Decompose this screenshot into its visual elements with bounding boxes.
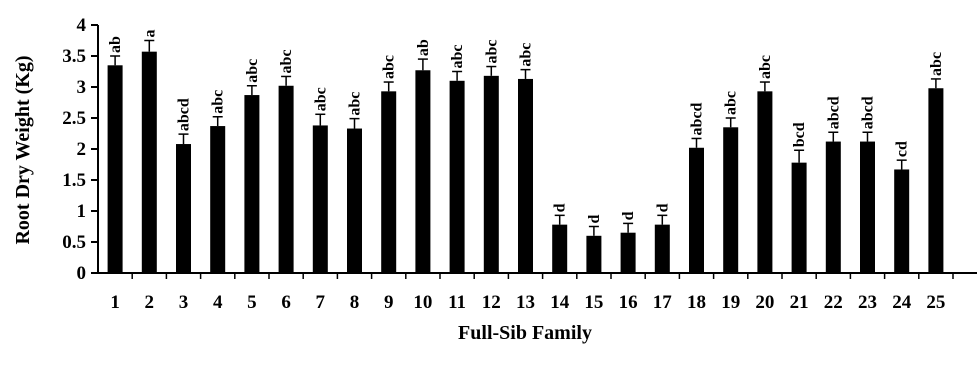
x-tick-label: 16 [619, 292, 638, 313]
significance-label: abc [483, 40, 500, 64]
bar [312, 125, 328, 273]
x-tick-label: 5 [247, 292, 257, 313]
y-axis-title: Root Dry Weight (Kg) [12, 55, 34, 244]
significance-label: abc [278, 49, 295, 73]
x-tick-label: 4 [213, 292, 223, 313]
bar [654, 224, 670, 273]
y-tick-label: 1.5 [62, 170, 86, 191]
y-tick-label: 0 [77, 263, 87, 284]
x-tick-label: 1 [110, 292, 120, 313]
y-tick-label: 3.5 [62, 46, 86, 67]
x-tick-label: 11 [448, 292, 466, 313]
bar [176, 144, 191, 273]
bar [483, 75, 499, 273]
bar [244, 95, 260, 273]
significance-label: cd [894, 141, 911, 157]
significance-label: ab [415, 39, 432, 56]
y-tick-label: 3 [77, 77, 87, 98]
significance-label: abcd [176, 98, 193, 131]
x-tick-label: 15 [584, 292, 603, 313]
x-tick-label: 13 [516, 292, 535, 313]
significance-label: abc [757, 55, 774, 79]
x-ticks: 1 2 3 4 5 6 7 8 9 10 11 12 13 14 15 16 17 18 19 20 21 22 23 24 2… [110, 273, 954, 313]
bar [552, 224, 568, 273]
significance-label: d [620, 211, 637, 220]
bar [278, 85, 294, 273]
bar [449, 80, 465, 273]
y-tick-label: 2.5 [62, 108, 86, 129]
bar [347, 128, 362, 273]
significance-label: abc [518, 43, 535, 67]
significance-label: abc [928, 52, 945, 76]
x-tick-label: 17 [653, 292, 673, 313]
significance-label: abc [449, 45, 466, 69]
bar [620, 232, 636, 273]
y-tick-label: 0.5 [62, 232, 86, 253]
bar [723, 127, 739, 273]
x-tick-label: 25 [926, 292, 945, 313]
significance-label: ab [107, 36, 124, 53]
x-tick-label: 18 [687, 292, 706, 313]
x-tick-label: 21 [790, 292, 809, 313]
x-axis-title: Full-Sib Family [458, 322, 592, 344]
bar [860, 141, 875, 273]
bar [757, 91, 773, 273]
bar [586, 235, 602, 273]
x-tick-label: 23 [858, 292, 877, 313]
x-tick-label: 12 [482, 292, 501, 313]
significance-label: bcd [791, 122, 808, 147]
significance-label: abc [210, 90, 227, 114]
x-tick-label: 22 [824, 292, 843, 313]
bar [928, 88, 944, 274]
x-tick-label: 7 [316, 292, 326, 313]
significance-label: d [552, 203, 569, 212]
bar [141, 51, 157, 273]
significance-label: abc [381, 55, 398, 79]
significance-label: abc [312, 87, 329, 111]
significance-label: d [586, 215, 603, 224]
significance-label: abcd [825, 96, 842, 129]
x-tick-label: 8 [350, 292, 360, 313]
x-tick-label: 3 [179, 292, 189, 313]
bar [415, 70, 431, 273]
significance-label: a [141, 30, 158, 38]
x-tick-label: 9 [384, 292, 394, 313]
y-tick-label: 1 [77, 201, 87, 222]
bar [689, 147, 704, 273]
y-ticks: 0 0.5 1 1.5 2 2.5 3 3.5 4 [62, 15, 98, 284]
significance-label: d [654, 203, 671, 212]
bar [381, 91, 397, 273]
y-tick-label: 2 [77, 139, 87, 160]
x-tick-label: 6 [281, 292, 291, 313]
bar [894, 169, 910, 273]
significance-label: abc [723, 91, 740, 115]
x-tick-label: 20 [755, 292, 774, 313]
x-tick-label: 2 [145, 292, 155, 313]
x-tick-label: 10 [413, 292, 432, 313]
x-tick-label: 19 [721, 292, 740, 313]
significance-label: abc [244, 59, 261, 83]
bar [825, 141, 841, 273]
x-tick-label: 14 [550, 292, 570, 313]
bar [791, 162, 807, 273]
y-tick-label: 4 [77, 15, 87, 36]
bar [210, 126, 226, 273]
significance-label: abc [347, 92, 364, 116]
significance-label: abcd [860, 96, 877, 129]
significance-label: abcd [689, 102, 706, 135]
bar [107, 65, 123, 273]
x-tick-label: 24 [892, 292, 912, 313]
bar [518, 78, 533, 273]
